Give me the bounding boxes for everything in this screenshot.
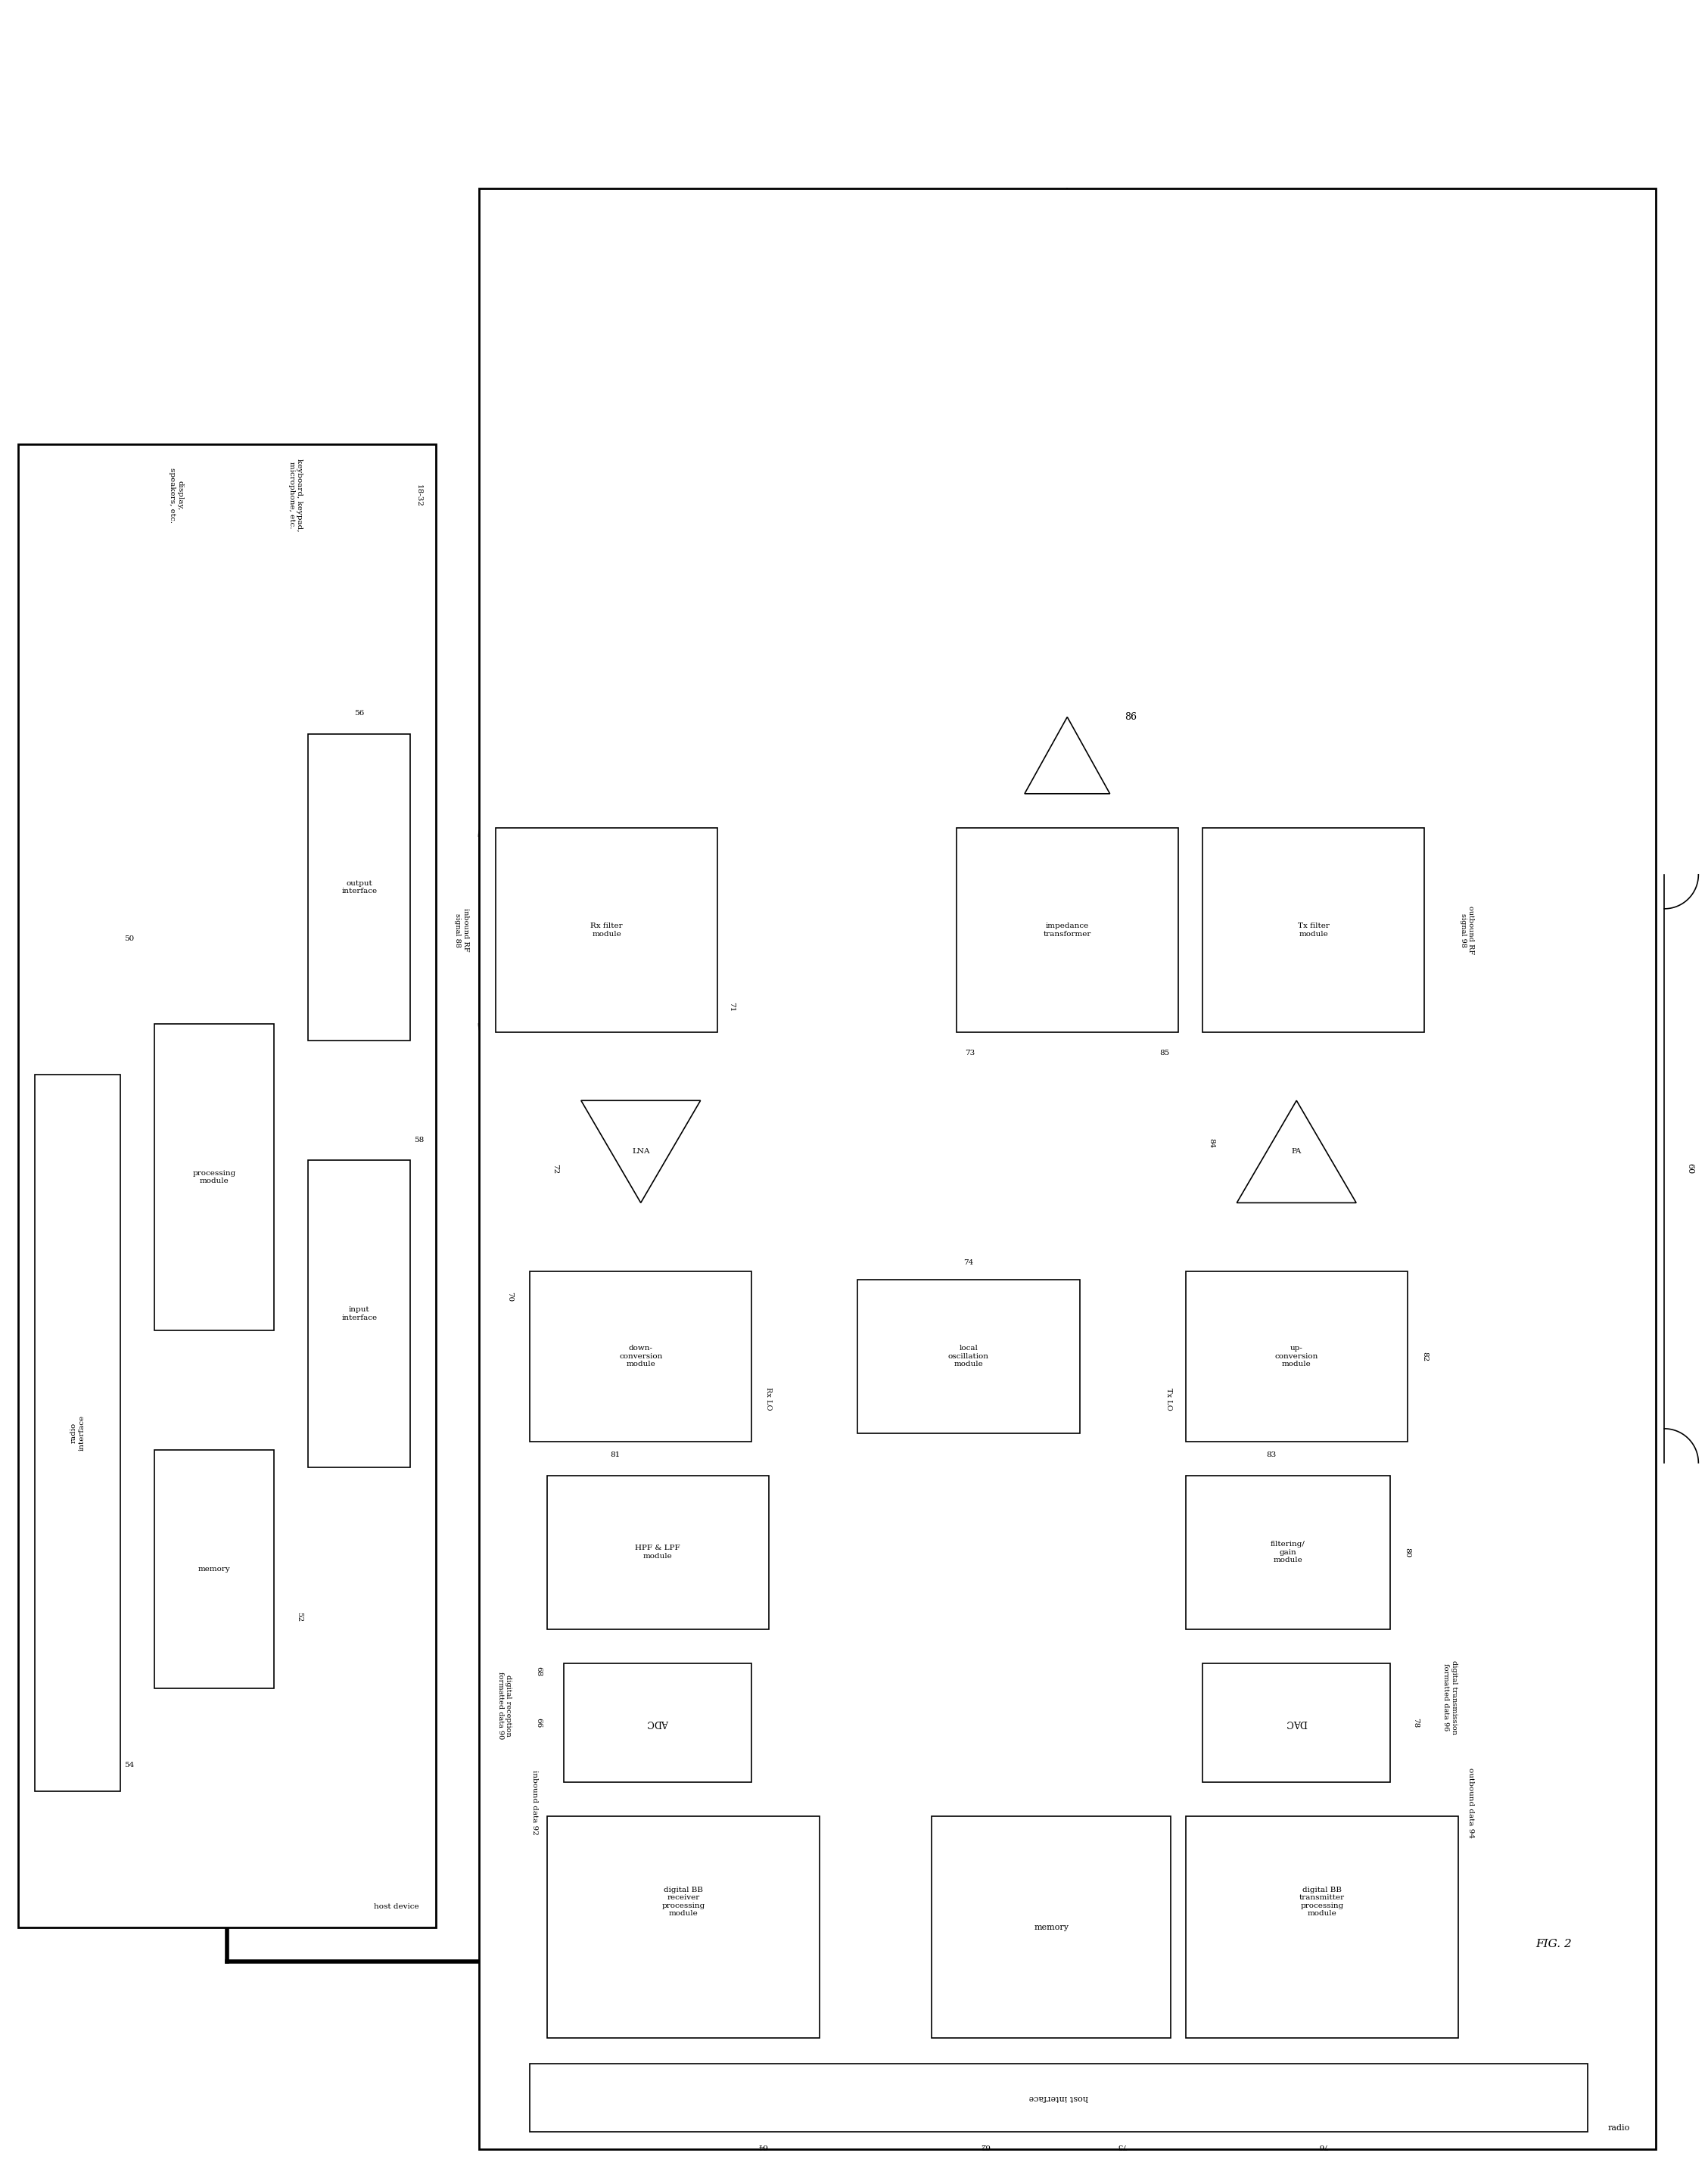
Bar (547, 1817, 820, 2038)
Text: LNA: LNA (632, 1149, 649, 1155)
Text: Tx filter
module: Tx filter module (1298, 922, 1329, 937)
Bar (307, 734, 410, 1042)
Text: 76: 76 (1319, 2143, 1329, 2149)
Text: host device: host device (374, 1904, 418, 1911)
Bar (857, 1280, 1079, 1433)
Text: 56: 56 (354, 710, 364, 716)
Text: 52: 52 (295, 1612, 302, 1623)
Text: inbound data 92: inbound data 92 (531, 1771, 538, 1835)
Text: digital BB
receiver
processing
module: digital BB receiver processing module (661, 1887, 705, 1918)
Text: PA: PA (1291, 1149, 1301, 1155)
Bar (1185, 1271, 1407, 1441)
Bar (478, 188, 1655, 2149)
Bar (495, 828, 717, 1033)
Text: 85: 85 (1160, 1048, 1170, 1057)
Text: 82: 82 (1421, 1352, 1428, 1361)
Bar (529, 2064, 1587, 2132)
Text: local
oscillation
module: local oscillation module (948, 1345, 989, 1367)
Text: 75: 75 (1117, 2143, 1127, 2149)
Text: 68: 68 (535, 1666, 541, 1677)
Bar (933, 1817, 1170, 2038)
Text: Rx LO: Rx LO (765, 1387, 772, 1411)
Bar (307, 1160, 410, 1468)
Text: 50: 50 (125, 935, 133, 941)
Text: digital BB
transmitter
processing
module: digital BB transmitter processing module (1300, 1887, 1344, 1918)
Text: 71: 71 (728, 1002, 734, 1011)
Text: Rx filter
module: Rx filter module (591, 922, 623, 937)
Bar (155, 1024, 273, 1330)
Text: memory: memory (1033, 1924, 1069, 1931)
Text: outbound data 94: outbound data 94 (1467, 1767, 1474, 1839)
Bar (547, 1476, 769, 1629)
Text: digital reception
formatted data 90: digital reception formatted data 90 (497, 1673, 512, 1738)
Text: inbound RF
signal 88: inbound RF signal 88 (454, 909, 470, 952)
Bar (564, 1662, 752, 1782)
Text: HPF & LPF
module: HPF & LPF module (635, 1544, 680, 1559)
Text: 18-32: 18-32 (415, 485, 422, 507)
Text: 66: 66 (535, 1717, 541, 1728)
Text: up-
conversion
module: up- conversion module (1274, 1345, 1319, 1367)
Text: 60: 60 (1686, 1164, 1694, 1175)
Text: outbound RF
signal 98: outbound RF signal 98 (1460, 906, 1474, 954)
Text: digital transmission
formatted data 96: digital transmission formatted data 96 (1443, 1660, 1457, 1734)
Text: display,
speakers, etc.: display, speakers, etc. (169, 467, 183, 522)
Text: DAC: DAC (1286, 1719, 1307, 1728)
Bar (1185, 1476, 1390, 1629)
Bar (36, 1075, 121, 1791)
Text: 74: 74 (963, 1258, 974, 1267)
Bar (956, 828, 1179, 1033)
Text: 83: 83 (1266, 1452, 1276, 1459)
Text: keyboard, keypad,
microphone, etc.: keyboard, keypad, microphone, etc. (289, 459, 302, 533)
Text: impedance
transformer: impedance transformer (1044, 922, 1091, 937)
Text: radio
interface: radio interface (70, 1415, 85, 1450)
Text: host interface: host interface (1028, 2094, 1088, 2101)
Text: memory: memory (198, 1566, 231, 1572)
Text: 73: 73 (965, 1048, 975, 1057)
Text: 72: 72 (552, 1164, 559, 1173)
Text: 70: 70 (506, 1291, 512, 1302)
Text: input
interface: input interface (342, 1306, 377, 1321)
Bar (1202, 828, 1424, 1033)
Text: ADC: ADC (647, 1719, 670, 1728)
Text: processing
module: processing module (193, 1171, 236, 1184)
Text: radio: radio (1607, 2125, 1629, 2132)
Text: Tx LO: Tx LO (1165, 1387, 1172, 1411)
Text: FIG. 2: FIG. 2 (1535, 1939, 1571, 1950)
Text: 81: 81 (610, 1452, 620, 1459)
Text: filtering/
gain
module: filtering/ gain module (1271, 1542, 1305, 1564)
Text: 62: 62 (980, 2143, 989, 2149)
Text: output
interface: output interface (342, 880, 377, 895)
Text: down-
conversion
module: down- conversion module (618, 1345, 663, 1367)
Text: 54: 54 (125, 1762, 133, 1769)
Bar (1202, 1662, 1390, 1782)
Text: 78: 78 (1413, 1717, 1419, 1728)
Bar (19, 443, 436, 1926)
Text: 64: 64 (758, 2143, 767, 2149)
Text: 58: 58 (413, 1136, 424, 1142)
Text: 86: 86 (1124, 712, 1136, 723)
Text: 80: 80 (1404, 1546, 1411, 1557)
Bar (529, 1271, 752, 1441)
Bar (1185, 1817, 1459, 2038)
Text: 84: 84 (1208, 1138, 1214, 1149)
Bar (155, 1450, 273, 1688)
